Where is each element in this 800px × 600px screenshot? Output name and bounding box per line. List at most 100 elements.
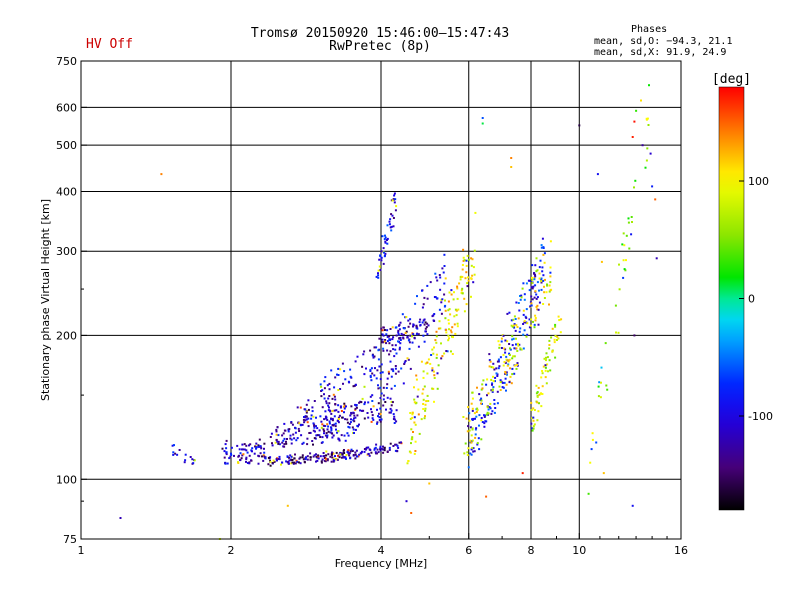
data-point bbox=[269, 456, 272, 459]
data-point bbox=[398, 337, 401, 340]
data-point bbox=[304, 419, 307, 422]
data-point bbox=[342, 382, 344, 385]
data-point bbox=[416, 395, 419, 398]
data-point bbox=[376, 452, 378, 455]
data-point bbox=[502, 364, 505, 367]
data-point bbox=[600, 366, 603, 369]
data-point bbox=[372, 405, 375, 408]
y-tick-label: 200 bbox=[56, 329, 77, 342]
data-point bbox=[258, 438, 261, 441]
data-point bbox=[439, 288, 442, 291]
data-point bbox=[325, 400, 328, 403]
data-point bbox=[558, 319, 561, 322]
data-point bbox=[532, 416, 535, 419]
data-point bbox=[459, 276, 462, 279]
data-point bbox=[467, 406, 470, 409]
data-point bbox=[332, 393, 335, 396]
data-point bbox=[349, 414, 352, 417]
data-point bbox=[366, 412, 369, 414]
data-point bbox=[403, 363, 406, 365]
data-point bbox=[421, 306, 424, 309]
data-point bbox=[248, 454, 251, 457]
data-point bbox=[551, 350, 554, 353]
data-point bbox=[456, 325, 459, 328]
data-point bbox=[363, 350, 366, 353]
data-point bbox=[474, 433, 477, 436]
data-point bbox=[413, 398, 416, 401]
data-point bbox=[383, 238, 386, 241]
data-point bbox=[540, 246, 543, 249]
data-point bbox=[379, 269, 382, 271]
data-point bbox=[333, 459, 336, 462]
data-point bbox=[315, 453, 317, 456]
data-point bbox=[510, 382, 513, 385]
data-point bbox=[535, 297, 538, 300]
data-point bbox=[277, 458, 280, 460]
data-point bbox=[466, 454, 469, 456]
data-point bbox=[337, 367, 340, 370]
data-point bbox=[546, 284, 549, 287]
data-point bbox=[242, 448, 245, 451]
data-point bbox=[506, 340, 509, 343]
data-point bbox=[460, 289, 463, 292]
data-point bbox=[412, 325, 414, 328]
data-point bbox=[493, 402, 496, 405]
data-point bbox=[518, 309, 521, 312]
data-point bbox=[411, 335, 413, 338]
data-point bbox=[540, 280, 543, 283]
data-point bbox=[510, 166, 513, 168]
data-point bbox=[354, 453, 357, 456]
data-point bbox=[322, 452, 325, 454]
data-point bbox=[508, 354, 511, 356]
data-point bbox=[382, 398, 385, 401]
data-point bbox=[448, 308, 451, 311]
data-point bbox=[330, 412, 333, 415]
data-point bbox=[520, 296, 523, 299]
data-point bbox=[409, 318, 412, 321]
data-point bbox=[535, 270, 538, 273]
data-point bbox=[224, 443, 227, 446]
data-point bbox=[475, 415, 478, 418]
data-point bbox=[534, 319, 537, 322]
data-point bbox=[296, 460, 299, 463]
data-point bbox=[370, 451, 373, 454]
data-point bbox=[528, 326, 531, 329]
data-point bbox=[394, 449, 397, 452]
data-point bbox=[331, 417, 334, 420]
data-point bbox=[379, 445, 382, 448]
data-point bbox=[634, 179, 637, 182]
data-point bbox=[424, 321, 427, 324]
data-point bbox=[274, 441, 277, 444]
data-point bbox=[543, 285, 545, 288]
data-point bbox=[425, 400, 428, 403]
data-point bbox=[407, 460, 410, 463]
data-point bbox=[436, 372, 439, 375]
data-point bbox=[384, 241, 387, 244]
data-point bbox=[348, 423, 351, 425]
data-point bbox=[516, 350, 519, 352]
data-point bbox=[340, 434, 343, 437]
data-point bbox=[483, 414, 485, 417]
data-point bbox=[281, 441, 284, 444]
data-point bbox=[255, 446, 258, 449]
data-point bbox=[396, 450, 399, 453]
data-point bbox=[223, 450, 226, 453]
data-point bbox=[283, 443, 286, 446]
data-point bbox=[545, 356, 547, 359]
data-point bbox=[522, 347, 525, 350]
data-point bbox=[430, 354, 433, 356]
data-point bbox=[337, 389, 340, 391]
data-point bbox=[369, 374, 372, 377]
data-point bbox=[395, 443, 398, 446]
data-point bbox=[544, 369, 547, 372]
data-point bbox=[654, 198, 657, 201]
data-point bbox=[325, 454, 328, 457]
data-point bbox=[532, 285, 535, 288]
data-point bbox=[494, 380, 496, 383]
data-point bbox=[499, 389, 502, 391]
data-point bbox=[538, 277, 541, 280]
colorbar-tick-label: 0 bbox=[748, 293, 755, 306]
data-point bbox=[352, 428, 355, 431]
data-point bbox=[369, 395, 372, 398]
data-point bbox=[476, 443, 479, 446]
